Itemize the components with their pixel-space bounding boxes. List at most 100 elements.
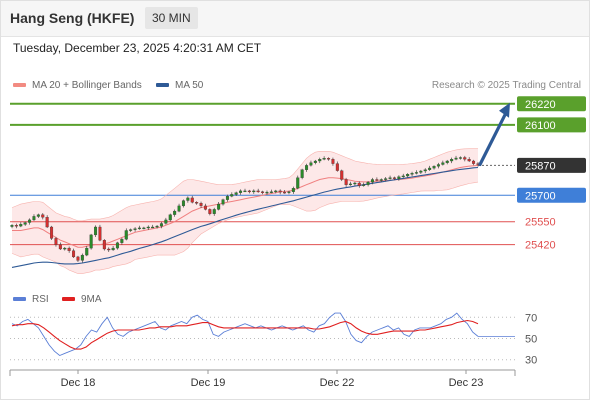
candle <box>243 188 247 193</box>
candle-body <box>450 159 454 162</box>
level-label-25550: 25550 <box>525 217 556 229</box>
candle <box>472 159 476 166</box>
candle-body <box>212 209 216 214</box>
candle-body <box>225 196 229 200</box>
candle <box>265 190 269 195</box>
candle-body <box>410 173 414 175</box>
candle-body <box>335 163 339 171</box>
timeframe-button[interactable]: 30 MIN <box>145 7 198 29</box>
candle <box>173 209 177 217</box>
candle <box>36 213 40 218</box>
candle-body <box>159 223 163 227</box>
candle-body <box>164 219 168 224</box>
candle-body <box>80 254 84 261</box>
legend-label-ma50: MA 50 <box>175 80 204 91</box>
candle-body <box>221 199 225 205</box>
candle-body <box>467 159 471 162</box>
candle-body <box>181 200 185 207</box>
rsi-tick-70: 70 <box>525 312 537 324</box>
candle <box>142 226 146 230</box>
bollinger-fill <box>12 148 478 274</box>
candle <box>58 242 62 251</box>
candle-body <box>384 178 388 180</box>
candle <box>327 157 331 161</box>
candle-body <box>195 202 199 204</box>
copyright-text: Research © 2025 Trading Central <box>431 80 581 91</box>
candle <box>283 190 287 194</box>
candle-body <box>318 159 322 162</box>
candle <box>63 247 67 251</box>
candle <box>217 201 221 211</box>
candle-body <box>261 191 265 193</box>
candle <box>256 188 260 193</box>
level-label-25420: 25420 <box>525 240 556 252</box>
candle-body <box>340 170 344 180</box>
candle-body <box>432 166 436 169</box>
candle <box>203 203 207 211</box>
legend-item-9ma: 9MA <box>62 294 102 306</box>
candle-body <box>137 227 141 230</box>
rsi-panel: 70 50 30 <box>10 312 537 367</box>
level-labels: 26220 26100 25870 25700 25550 25420 <box>517 96 586 252</box>
candle-body <box>72 250 76 258</box>
candle-body <box>107 248 111 251</box>
candle-body <box>472 160 476 164</box>
level-badge-26220 <box>517 96 586 112</box>
candle-body <box>76 256 80 261</box>
candle <box>353 181 357 186</box>
candle <box>120 237 124 245</box>
candle-body <box>230 194 234 197</box>
candle-body <box>85 247 89 256</box>
candle-body <box>19 224 23 227</box>
candle-body <box>344 179 348 185</box>
candle-body <box>94 226 98 236</box>
candle-body <box>463 157 467 160</box>
ma50-line <box>11 166 479 268</box>
level-label-26220: 26220 <box>525 99 556 111</box>
legend-label-ma20: MA 20 + Bollinger Bands <box>32 80 142 91</box>
candle-body <box>10 225 14 227</box>
candle <box>313 159 317 165</box>
candle-body <box>115 242 119 249</box>
candle-body <box>146 226 150 229</box>
x-axis: Dec 18 Dec 19 Dec 22 Dec 23 <box>9 369 516 389</box>
candle <box>107 247 111 252</box>
x-tick-label: Dec 23 <box>449 377 484 389</box>
candle-body <box>199 203 203 206</box>
candle-body <box>217 203 221 210</box>
candle <box>340 169 344 182</box>
candle <box>54 236 58 247</box>
rsi-tick-50: 50 <box>525 334 537 346</box>
candle <box>199 201 203 208</box>
candle-body <box>375 179 379 181</box>
candle <box>397 175 401 181</box>
candle <box>94 225 98 238</box>
candle <box>274 189 278 194</box>
candle <box>344 177 348 187</box>
candle-body <box>388 177 392 179</box>
candle <box>428 165 432 171</box>
candle-body <box>50 226 54 239</box>
candle-body <box>63 247 67 250</box>
legend-label-rsi: RSI <box>32 294 49 305</box>
bollinger-upper-line <box>11 148 478 222</box>
candle <box>212 207 216 216</box>
candle <box>111 245 115 251</box>
bollinger-band-area <box>12 148 478 274</box>
candle <box>291 186 295 194</box>
candle-body <box>327 158 331 160</box>
candle-body <box>124 230 128 240</box>
x-tick-label: Dec 22 <box>320 377 355 389</box>
candle-body <box>441 162 445 165</box>
candle <box>186 196 190 203</box>
candle <box>190 195 194 204</box>
candle-body <box>309 162 313 166</box>
moving-average-lines <box>11 148 479 274</box>
candle-body <box>151 226 155 229</box>
candle <box>261 190 265 195</box>
candle-body <box>23 222 27 225</box>
candle <box>10 224 14 229</box>
candle-body <box>392 177 396 179</box>
candle <box>406 173 410 178</box>
